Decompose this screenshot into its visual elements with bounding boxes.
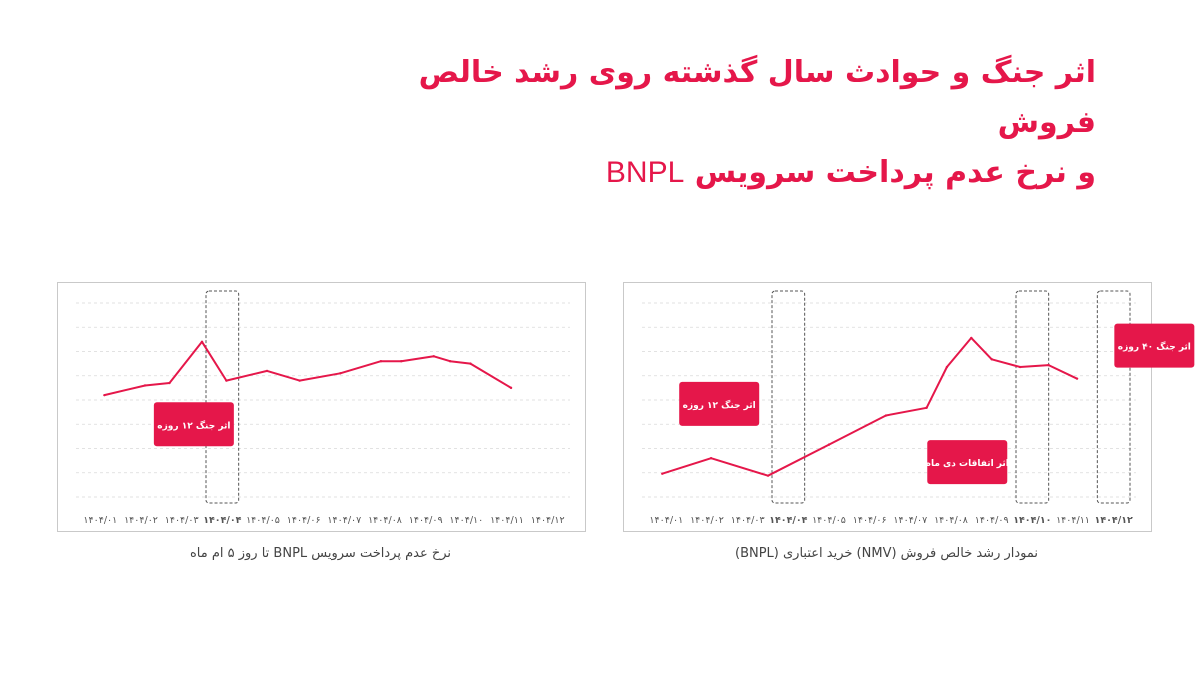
x-tick-label: ۱۴۰۴/۰۹ bbox=[409, 515, 443, 526]
annotation-box bbox=[153, 402, 234, 447]
data-point bbox=[265, 369, 269, 373]
annotation-box bbox=[927, 440, 1008, 485]
default-rate-chart: ۱۴۰۴/۰۱ ۱۴۰۴/۰۲ ۱۴۰۴/۰۳ ۱۴۰۴/۰۴ ۱۴۰۴/۰۵ ۱۴۰۴/… bbox=[57, 282, 586, 532]
data-point bbox=[884, 414, 888, 417]
default-rate-caption: نرخ عدم پرداخت سرویس BNPL تا روز ۵ ام ما… bbox=[189, 546, 452, 561]
x-tick-label: ۱۴۰۴/۰۶ bbox=[287, 515, 321, 526]
x-tick-label: ۱۴۰۴/۱۰ bbox=[449, 515, 483, 526]
x-tick-label: ۱۴۰۴/۱۰ bbox=[1013, 515, 1051, 526]
title-brand: BNPL bbox=[605, 156, 685, 189]
data-point bbox=[143, 384, 147, 387]
highlight-box bbox=[205, 290, 240, 504]
annotation-box bbox=[679, 381, 760, 426]
data-point bbox=[469, 362, 472, 365]
data-point bbox=[448, 360, 452, 363]
data-point bbox=[298, 379, 301, 382]
default-rate-chart-svg: ۱۴۰۴/۰۱ ۱۴۰۴/۰۲ ۱۴۰۴/۰۳ ۱۴۰۴/۰۴ ۱۴۰۴/۰۵ ۱۴۰۴/… bbox=[76, 290, 570, 526]
data-point bbox=[1075, 377, 1079, 380]
x-tick-label: ۱۴۰۴/۰۷ bbox=[893, 515, 927, 526]
page-title: اثر جنگ و حوادث سال گذشته روی رشد خالص ف… bbox=[336, 48, 1096, 198]
x-tick-label: ۱۴۰۴/۰۱ bbox=[83, 515, 117, 526]
data-point bbox=[661, 472, 664, 475]
x-tick-label: ۱۴۰۴/۱۱ bbox=[490, 515, 524, 526]
data-point bbox=[709, 457, 713, 460]
x-tick-label: ۱۴۰۴/۰۷ bbox=[327, 515, 361, 526]
x-tick-label: ۱۴۰۴/۰۴ bbox=[769, 515, 807, 526]
annotation-label: اثر اتفاقات دی ماه bbox=[926, 459, 1009, 469]
data-point bbox=[970, 336, 973, 340]
x-tick-label: ۱۴۰۴/۰۸ bbox=[368, 515, 402, 526]
data-point bbox=[339, 372, 342, 375]
x-tick-label: ۱۴۰۴/۰۶ bbox=[853, 515, 887, 526]
data-point bbox=[1018, 365, 1022, 369]
x-tick-label: ۱۴۰۴/۰۳ bbox=[731, 515, 765, 526]
data-point bbox=[925, 406, 928, 409]
data-point bbox=[400, 360, 403, 363]
data-point bbox=[225, 379, 228, 382]
x-tick-label: ۱۴۰۴/۰۵ bbox=[246, 515, 280, 526]
x-tick-label: ۱۴۰۴/۰۹ bbox=[975, 515, 1009, 526]
title-line-1: اثر جنگ و حوادث سال گذشته روی رشد خالص ف… bbox=[418, 55, 1096, 140]
series-line bbox=[104, 340, 512, 397]
nmv-growth-caption: نمودار رشد خالص فروش (NMV) خرید اعتباری … bbox=[734, 546, 1039, 561]
annotation-label: اثر جنگ ۱۲ روزه bbox=[157, 419, 230, 431]
data-point bbox=[103, 393, 106, 397]
data-point bbox=[827, 443, 831, 446]
x-tick-label: ۱۴۰۴/۱۱ bbox=[1056, 515, 1090, 526]
series-line bbox=[661, 336, 1078, 477]
data-point bbox=[766, 474, 770, 477]
data-point bbox=[432, 355, 435, 358]
title-line-2: و نرخ عدم پرداخت سرویس BNPL bbox=[336, 148, 1096, 198]
x-tick-label: ۱۴۰۴/۰۳ bbox=[165, 515, 199, 526]
highlight-box bbox=[1096, 290, 1131, 504]
x-tick-label: ۱۴۰۴/۰۵ bbox=[812, 515, 846, 526]
x-tick-label: ۱۴۰۴/۰۲ bbox=[690, 515, 724, 526]
data-point bbox=[509, 386, 513, 390]
x-tick-label: ۱۴۰۴/۱۲ bbox=[531, 515, 565, 526]
x-tick-label: ۱۴۰۴/۰۱ bbox=[649, 515, 683, 526]
nmv-growth-chart: ۱۴۰۴/۰۱ ۱۴۰۴/۰۲ ۱۴۰۴/۰۳ ۱۴۰۴/۰۴ ۱۴۰۴/۰۵ ۱۴۰۴/… bbox=[623, 282, 1195, 532]
highlight-box bbox=[771, 290, 806, 504]
data-point bbox=[168, 381, 171, 385]
annotation-box bbox=[1114, 323, 1195, 368]
highlight-box bbox=[1015, 290, 1050, 504]
data-point bbox=[945, 365, 949, 369]
x-tick-label: ۱۴۰۴/۰۴ bbox=[203, 515, 241, 526]
data-point bbox=[200, 340, 204, 343]
annotation-label: اثر جنگ ۱۲ روزه bbox=[683, 399, 756, 411]
data-point bbox=[990, 358, 993, 361]
x-tick-label: ۱۴۰۴/۱۲ bbox=[1095, 515, 1133, 526]
nmv-growth-chart-svg: ۱۴۰۴/۰۱ ۱۴۰۴/۰۲ ۱۴۰۴/۰۳ ۱۴۰۴/۰۴ ۱۴۰۴/۰۵ ۱۴۰۴/… bbox=[642, 290, 1195, 526]
title-line-2-text: و نرخ عدم پرداخت سرویس bbox=[694, 155, 1096, 190]
x-tick-label: ۱۴۰۴/۰۲ bbox=[124, 515, 158, 526]
x-tick-label: ۱۴۰۴/۰۸ bbox=[934, 515, 968, 526]
annotation-label: اثر جنگ ۴۰ روزه bbox=[1118, 341, 1191, 353]
data-point bbox=[1047, 363, 1050, 367]
data-point bbox=[379, 360, 383, 363]
